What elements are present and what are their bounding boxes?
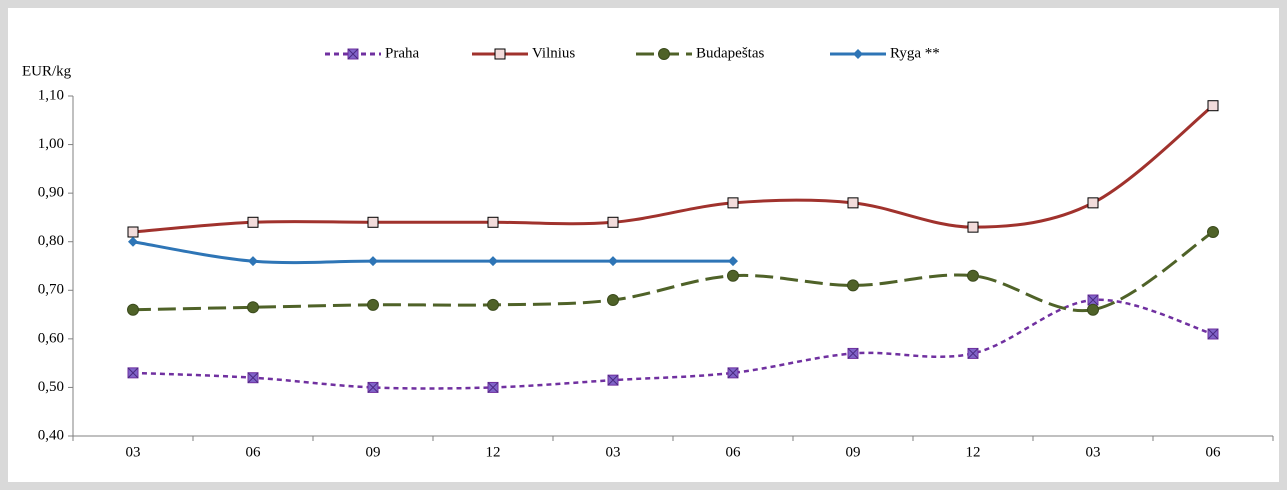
marker xyxy=(1207,328,1219,340)
x-tick-label: 12 xyxy=(966,444,981,460)
marker xyxy=(127,367,139,379)
marker xyxy=(367,216,379,228)
marker xyxy=(248,256,258,267)
marker xyxy=(367,298,379,311)
y-tick-label: 0,80 xyxy=(38,233,64,249)
marker xyxy=(1087,294,1099,306)
series-line xyxy=(132,298,1214,390)
legend-label: Budapeštas xyxy=(696,45,764,61)
marker xyxy=(967,221,979,233)
marker xyxy=(967,269,979,282)
legend-label: Vilnius xyxy=(532,45,575,61)
y-tick-label: 0,40 xyxy=(38,427,64,443)
x-tick-label: 09 xyxy=(846,444,861,460)
marker xyxy=(247,372,259,384)
marker xyxy=(247,216,259,228)
x-tick-label: 09 xyxy=(366,444,381,460)
y-tick-label: 1,00 xyxy=(38,136,64,152)
y-tick-label: 0,70 xyxy=(38,282,64,298)
x-tick-label: 03 xyxy=(126,444,141,460)
marker xyxy=(728,256,738,267)
y-tick-label: 0,90 xyxy=(38,185,64,201)
series-line xyxy=(132,230,1214,313)
marker xyxy=(1087,197,1099,209)
marker xyxy=(247,301,259,314)
marker xyxy=(847,347,859,359)
marker xyxy=(487,216,499,228)
x-tick-label: 06 xyxy=(246,444,262,460)
marker xyxy=(487,298,499,311)
marker xyxy=(853,49,863,59)
marker xyxy=(607,294,619,306)
marker xyxy=(488,256,498,267)
legend-label: Praha xyxy=(385,45,419,61)
marker xyxy=(1207,100,1219,112)
marker xyxy=(127,226,139,238)
marker xyxy=(607,374,619,386)
marker xyxy=(967,347,979,359)
marker xyxy=(847,197,859,209)
marker xyxy=(658,48,670,60)
x-tick-label: 12 xyxy=(486,444,501,460)
marker xyxy=(727,197,739,209)
marker xyxy=(487,381,499,393)
marker xyxy=(727,367,739,379)
marker xyxy=(608,256,618,267)
marker xyxy=(368,256,378,267)
marker xyxy=(727,269,739,282)
x-tick-label: 06 xyxy=(726,444,742,460)
marker xyxy=(847,279,859,292)
legend-label: Ryga ** xyxy=(890,45,940,61)
marker xyxy=(127,303,139,316)
x-tick-label: 03 xyxy=(1086,444,1101,460)
series-line xyxy=(132,240,733,265)
x-tick-label: 03 xyxy=(606,444,621,460)
y-tick-label: 1,10 xyxy=(38,87,64,103)
y-axis-label: EUR/kg xyxy=(22,63,72,79)
y-tick-label: 0,50 xyxy=(38,379,64,395)
series-line xyxy=(132,104,1214,234)
marker xyxy=(494,48,506,60)
marker xyxy=(347,48,359,60)
marker xyxy=(367,381,379,393)
marker xyxy=(128,236,138,247)
marker xyxy=(607,216,619,228)
marker xyxy=(1087,303,1099,316)
x-tick-label: 06 xyxy=(1206,444,1222,460)
marker xyxy=(1207,226,1219,238)
y-tick-label: 0,60 xyxy=(38,330,64,346)
